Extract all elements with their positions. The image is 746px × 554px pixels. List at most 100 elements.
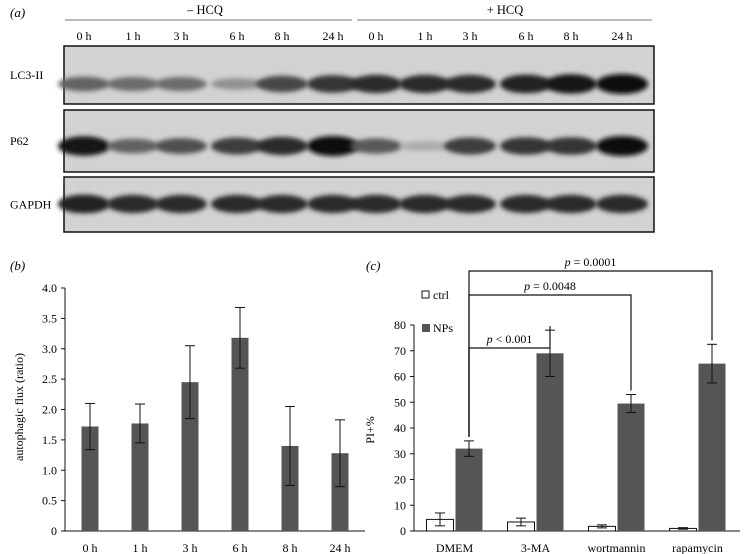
y-tick-label: 2.5: [42, 372, 57, 386]
blot-band: [545, 194, 597, 214]
blot-band: [107, 77, 159, 91]
blot-label: P62: [10, 134, 29, 148]
blot-band: [107, 194, 159, 214]
blot-band: [58, 76, 110, 92]
blot-label: LC3-II: [10, 68, 43, 82]
autophagic-flux-chart: (b) autophagic flux (ratio) 0 0.5 1.0 1.5 2.…: [10, 258, 365, 554]
blot-band: [500, 137, 552, 155]
panel-a-label: (a): [10, 5, 25, 20]
bar-nps: [617, 403, 645, 531]
blot-band: [545, 74, 597, 94]
y-axis: 0 10 20 30 40 50 60 70 80: [394, 318, 740, 538]
blot-band: [256, 194, 308, 214]
bar: [281, 445, 299, 531]
y-tick-label: 1.5: [42, 433, 57, 447]
significance-brackets: p < 0.001 p = 0.0048 p = 0.0001: [468, 255, 713, 437]
y-tick-label: 70: [394, 344, 406, 358]
y-tick-label: 10: [394, 498, 406, 512]
blot-band: [58, 194, 110, 214]
bar: [131, 423, 149, 531]
blot-band: [444, 74, 496, 94]
lane-label: 6 h: [230, 29, 245, 43]
blot-band: [500, 194, 552, 214]
x-tick-label: 8 h: [283, 541, 298, 554]
y-tick-label: 80: [394, 318, 406, 332]
lane-label: 0 h: [369, 29, 384, 43]
lane-label: 24 h: [323, 29, 344, 43]
blot-band: [596, 74, 648, 94]
bar: [181, 382, 199, 531]
lane-labels: 0 h 1 h 3 h 6 h 8 h 24 h 0 h 1 h 3 h 6 h 8 h 24 h: [77, 29, 633, 43]
blot-band: [444, 137, 496, 155]
western-blot-panel: (a) – HCQ + HCQ 0 h 1 h 3 h 6 h 8 h 24 h 0 h 1 …: [10, 3, 655, 233]
p-value-label: p < 0.001: [486, 332, 533, 346]
p-value-label: p = 0.0001: [564, 255, 617, 269]
legend-swatch-nps: [422, 324, 430, 332]
bar: [81, 426, 99, 531]
blot-band: [399, 74, 451, 94]
bars: 0 h 1 h 3 h 6 h 8 h 24 h: [81, 306, 351, 554]
x-tick-label: rapamycin: [672, 541, 723, 554]
blot-band: [155, 77, 207, 91]
y-tick-label: 20: [394, 473, 406, 487]
blot-band: [545, 137, 597, 155]
group-label-minus-hcq: – HCQ: [186, 3, 223, 17]
bars: DMEM 3-MA wortmannin rapamycin: [426, 329, 726, 554]
blot-band: [211, 194, 263, 214]
blot-band: [211, 78, 263, 90]
legend-label-nps: NPs: [433, 321, 453, 335]
lane-label: 1 h: [418, 29, 433, 43]
y-axis-label: PI+%: [363, 416, 377, 443]
bar: [231, 337, 249, 531]
y-tick-label: 3.5: [42, 311, 57, 325]
y-tick-label: 60: [394, 370, 406, 384]
y-tick-label: 40: [394, 421, 406, 435]
blot-band: [211, 137, 263, 155]
bar-nps: [698, 363, 726, 531]
blot-band: [350, 74, 402, 94]
blot-strip: [63, 45, 655, 105]
y-tick-label: 4.0: [42, 281, 57, 295]
panel-b-label: (b): [10, 258, 25, 273]
blot-band: [350, 194, 402, 214]
x-tick-label: 6 h: [233, 541, 248, 554]
lane-label: 3 h: [174, 29, 189, 43]
bar-nps: [536, 353, 564, 531]
y-tick-label: 1.0: [42, 463, 57, 477]
y-tick-label: 0.5: [42, 494, 57, 508]
blot-band: [307, 75, 359, 93]
lane-label: 8 h: [275, 29, 290, 43]
blot-band: [596, 136, 648, 156]
lane-label: 3 h: [463, 29, 478, 43]
blot-band: [444, 194, 496, 214]
blot-band: [350, 138, 402, 154]
blot-label: GAPDH: [10, 198, 52, 212]
y-tick-label: 2.0: [42, 403, 57, 417]
lane-label: 0 h: [77, 29, 92, 43]
legend-label-ctrl: ctrl: [433, 288, 450, 302]
blot-band: [256, 136, 308, 156]
p-value-label: p = 0.0048: [523, 279, 576, 293]
blot-band: [58, 136, 110, 156]
x-tick-label: DMEM: [436, 541, 474, 554]
bar-nps: [455, 448, 483, 531]
blot-band: [307, 136, 359, 156]
blot-band: [596, 194, 648, 214]
pi-percent-chart: (c) PI+% 0 10 20 30 40 50 60 70 80 DMEM 3-MA wortm…: [363, 255, 740, 554]
blot-band: [155, 138, 207, 154]
y-tick-label: 30: [394, 447, 406, 461]
group-label-plus-hcq: + HCQ: [487, 3, 524, 17]
x-tick-label: 0 h: [83, 541, 98, 554]
bar: [331, 453, 349, 531]
lane-label: 24 h: [612, 29, 633, 43]
blot-band: [399, 141, 451, 151]
lane-label: 8 h: [564, 29, 579, 43]
blot-band: [155, 194, 207, 214]
significance-bracket: [468, 270, 713, 437]
x-tick-label: 1 h: [133, 541, 148, 554]
blot-band: [399, 194, 451, 214]
x-tick-label: 3 h: [183, 541, 198, 554]
lane-label: 1 h: [126, 29, 141, 43]
blot-band: [107, 138, 159, 154]
